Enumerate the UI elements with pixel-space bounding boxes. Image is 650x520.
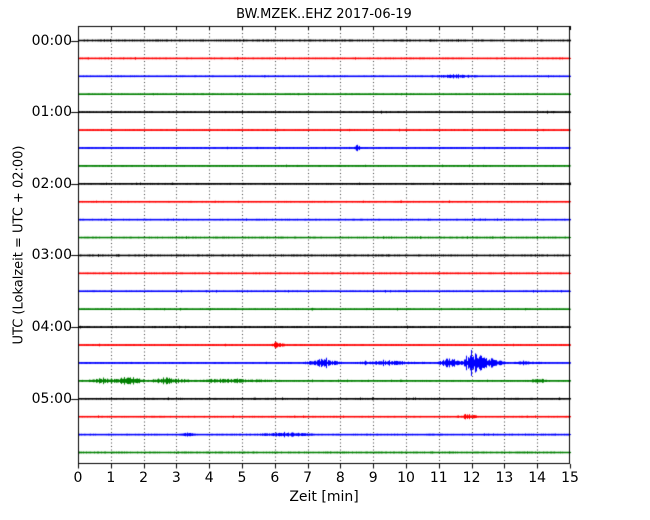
x-axis-label: Zeit [min] <box>289 489 359 505</box>
y-tick-label: 04:00 <box>31 319 72 336</box>
x-tick-label: 4 <box>204 470 214 486</box>
x-tick-label: 0 <box>73 470 83 486</box>
x-tick-label: 3 <box>171 470 181 486</box>
x-tick-label: 11 <box>429 470 448 486</box>
x-tick-label: 6 <box>270 470 280 486</box>
x-tick-label: 12 <box>462 470 481 486</box>
y-tick-label: 05:00 <box>31 390 72 407</box>
x-tick-label: 13 <box>495 470 514 486</box>
x-tick-label: 9 <box>368 470 378 486</box>
chart-title: BW.MZEK..EHZ 2017-06-19 <box>236 7 412 22</box>
x-tick-label: 15 <box>561 470 579 486</box>
y-tick-label: 03:00 <box>31 247 72 264</box>
x-tick-label: 14 <box>528 470 547 486</box>
x-tick-label: 8 <box>335 470 345 486</box>
x-tick-label: 7 <box>303 470 313 486</box>
y-tick-label: 02:00 <box>31 175 72 192</box>
x-tick-label: 1 <box>106 470 116 486</box>
x-tick-label: 10 <box>397 470 415 486</box>
y-tick-label: 00:00 <box>31 32 72 49</box>
y-tick-label: 01:00 <box>31 104 72 121</box>
x-tick-label: 5 <box>237 470 247 486</box>
x-tick-label: 2 <box>139 470 149 486</box>
